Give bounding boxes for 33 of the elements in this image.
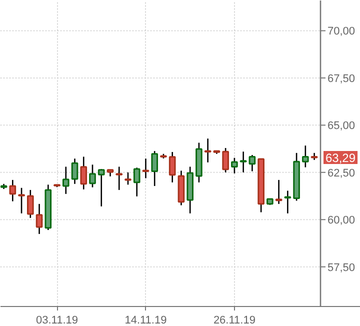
candlestick bbox=[240, 150, 247, 174]
candlestick bbox=[275, 179, 282, 205]
candlestick bbox=[124, 172, 132, 186]
candlestick bbox=[71, 158, 78, 185]
candlestick bbox=[231, 157, 238, 174]
candlestick bbox=[204, 138, 212, 164]
x-tick-label: 14.11.19 bbox=[124, 314, 167, 326]
candlestick bbox=[62, 166, 70, 195]
candlestick bbox=[284, 190, 292, 214]
x-tick-label: 03.11.19 bbox=[36, 314, 78, 326]
y-tick-label: 62,50 bbox=[328, 167, 356, 180]
candlestick bbox=[98, 168, 105, 208]
candlestick bbox=[248, 154, 256, 172]
y-tick-label: 70,00 bbox=[328, 26, 356, 38]
candlestick bbox=[116, 166, 123, 191]
y-tick-label: 65,00 bbox=[328, 120, 356, 132]
y-tick-label: 60,00 bbox=[328, 214, 356, 227]
candlestick bbox=[133, 167, 140, 198]
candlestick bbox=[18, 187, 25, 214]
candlestick bbox=[222, 147, 229, 174]
candlestick bbox=[142, 158, 150, 179]
candlestick bbox=[302, 144, 309, 168]
x-tick-label: 26.11.19 bbox=[213, 314, 256, 326]
y-tick-label: 57,50 bbox=[328, 262, 356, 274]
annotation: 63,29 bbox=[326, 150, 356, 165]
candlestick bbox=[9, 179, 16, 202]
y-tick-label: 67,50 bbox=[328, 72, 356, 85]
candlestick bbox=[168, 151, 176, 184]
candlestick bbox=[89, 164, 96, 188]
candlestick bbox=[36, 203, 43, 235]
candlestick bbox=[26, 189, 34, 219]
candlestick bbox=[151, 150, 158, 187]
candlestick bbox=[80, 156, 88, 190]
